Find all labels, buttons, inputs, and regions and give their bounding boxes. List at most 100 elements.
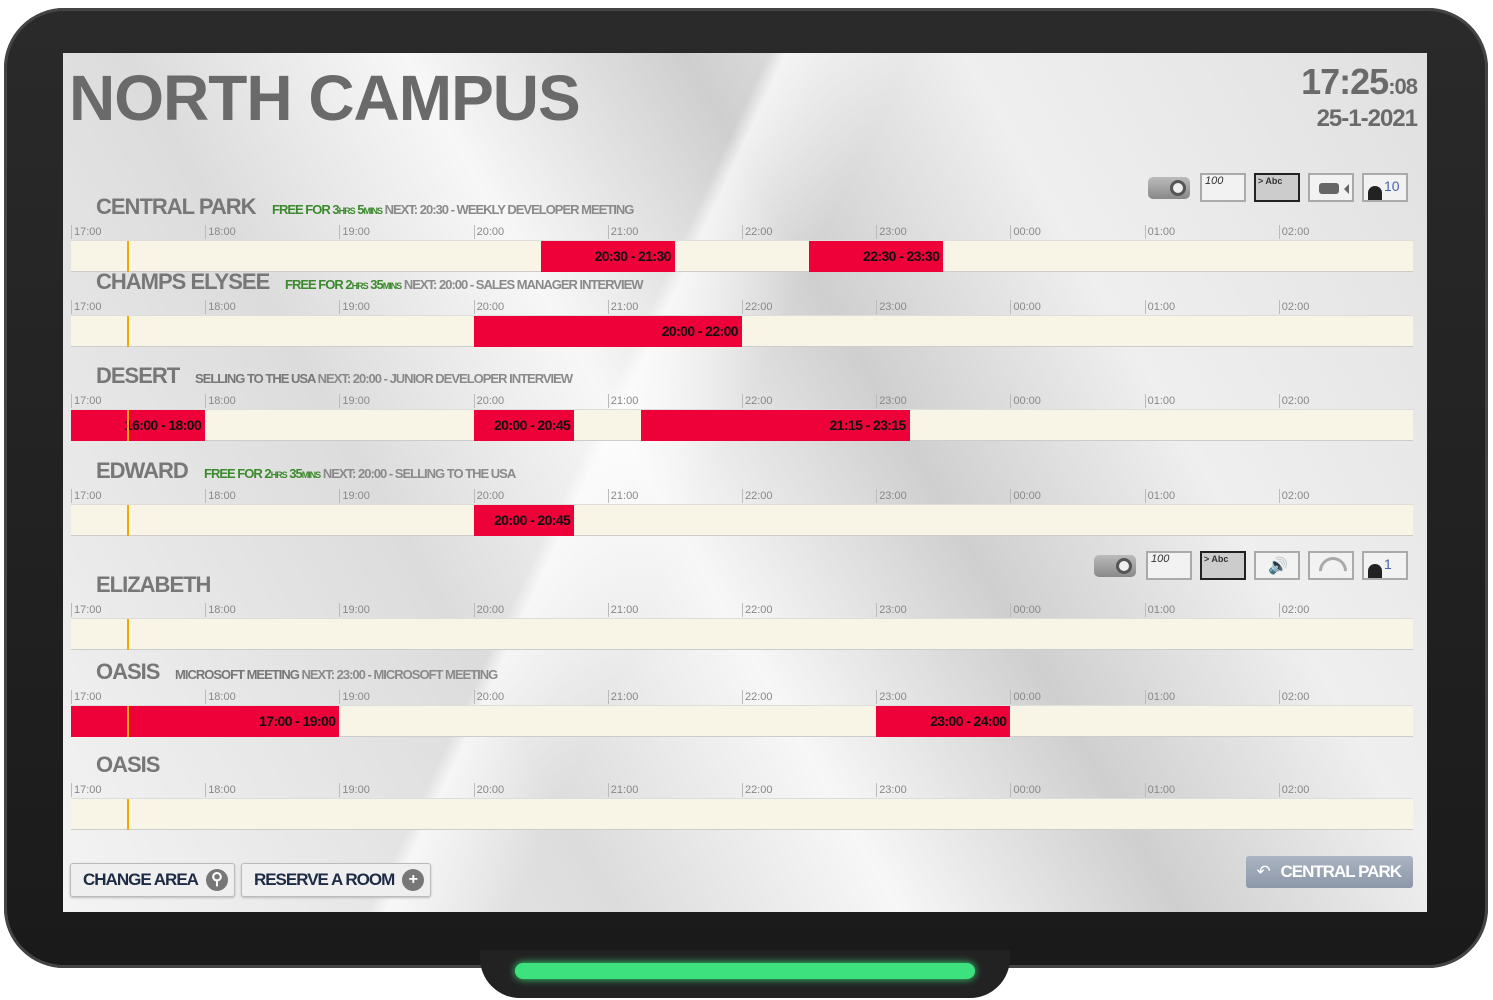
booking-block[interactable]: 22:30 - 23:30: [809, 241, 944, 272]
room-name: EDWARD: [96, 459, 189, 483]
display-text: > Abc: [1258, 176, 1283, 186]
free-duration: FREE FOR 2HRS 35MINS: [285, 277, 402, 292]
room-status: FREE FOR 2HRS 35MINS NEXT: 20:00 - SALES…: [285, 277, 644, 294]
reserve-room-label: RESERVE A ROOM: [253, 870, 395, 889]
hour-tick: 18:00: [205, 300, 236, 314]
free-prefix: FREE FOR: [272, 202, 333, 217]
timeline-track[interactable]: 17:00 - 19:00 23:00 - 24:00: [71, 705, 1413, 737]
current-time-marker: [126, 706, 129, 737]
change-area-button[interactable]: CHANGE AREA ⚲: [70, 863, 235, 897]
change-area-label: CHANGE AREA: [83, 870, 199, 889]
hour-tick: 01:00: [1144, 690, 1175, 704]
room-name-text: ELIZABETH: [96, 572, 211, 597]
hour-tick: 21:00: [607, 300, 638, 314]
back-to-room-button[interactable]: ↶ CENTRAL PARK: [1246, 856, 1413, 888]
hour-tick: 00:00: [1010, 489, 1041, 503]
hour-tick: 01:00: [1144, 225, 1175, 239]
search-icon: ⚲: [205, 869, 228, 891]
booking-block[interactable]: 16:00 - 18:00: [71, 410, 206, 441]
hour-tick: 22:00: [742, 489, 773, 503]
hour-tick: 23:00: [876, 394, 907, 408]
hour-tick: 17:00: [71, 394, 102, 408]
capacity-1-icon: 1: [1362, 551, 1408, 580]
free-minutes: 35: [289, 466, 303, 481]
current-time-marker: [126, 316, 129, 347]
free-hours: 2: [264, 466, 271, 481]
hour-tick: 22:00: [742, 394, 773, 408]
timeline-track[interactable]: [71, 798, 1413, 830]
whiteboard-100-icon: 100: [1200, 173, 1246, 202]
display-text: > Abc: [1204, 554, 1229, 564]
hour-tick: 22:00: [742, 783, 773, 797]
hour-tick: 19:00: [339, 394, 370, 408]
hour-tick: 19:00: [339, 300, 370, 314]
hour-tick: 22:00: [742, 225, 773, 239]
booking-block[interactable]: 21:15 - 23:15: [641, 410, 910, 441]
room-status: FREE FOR 2HRS 35MINS NEXT: 20:00 - SELLI…: [204, 466, 516, 483]
hour-tick: 01:00: [1144, 783, 1175, 797]
hour-tick: 19:00: [339, 690, 370, 704]
minutes-unit: MINS: [363, 206, 382, 216]
room-amenities: 100 > Abc 🔊 1: [1092, 551, 1408, 591]
action-buttons: CHANGE AREA ⚲ RESERVE A ROOM +: [70, 863, 432, 897]
room-name-text: DESERT: [96, 363, 180, 388]
status-text: MICROSOFT MEETING NEXT: 23:00 - MICROSOF…: [175, 667, 498, 682]
booking-time: 20:00 - 22:00: [661, 323, 739, 339]
reserve-room-button[interactable]: RESERVE A ROOM +: [240, 863, 432, 897]
next-meeting: NEXT: 20:00 - SALES MANAGER INTERVIEW: [403, 277, 644, 292]
hour-tick: 23:00: [876, 489, 907, 503]
hour-tick: 22:00: [742, 603, 773, 617]
free-minutes: 35: [370, 277, 384, 292]
booking-block[interactable]: 20:00 - 20:45: [473, 505, 575, 536]
display-abc-icon: > Abc: [1254, 173, 1300, 202]
speaker-icon: 🔊: [1254, 551, 1300, 580]
booking-block[interactable]: 20:00 - 22:00: [473, 316, 742, 347]
timeline-track[interactable]: 20:00 - 22:00: [71, 315, 1413, 347]
hour-tick: 02:00: [1278, 225, 1309, 239]
timeline-track[interactable]: 20:30 - 21:30 22:30 - 23:30: [71, 240, 1413, 272]
hour-tick: 17:00: [71, 225, 102, 239]
timeline-track[interactable]: 20:00 - 20:45: [71, 504, 1413, 536]
hour-tick: 23:00: [876, 783, 907, 797]
hour-tick: 02:00: [1278, 489, 1309, 503]
clock: 17:25:08 25-1-2021: [1301, 63, 1418, 132]
plus-icon: +: [402, 869, 425, 891]
hour-tick: 23:00: [876, 603, 907, 617]
room-name: DESERT: [96, 363, 180, 388]
current-meeting: MICROSOFT MEETING: [175, 667, 300, 682]
next-meeting: NEXT: 20:00 - JUNIOR DEVELOPER INTERVIEW: [317, 371, 573, 386]
booking-block[interactable]: 17:00 - 19:00: [71, 706, 340, 737]
hour-tick: 18:00: [205, 489, 236, 503]
room-name: ELIZABETH: [96, 572, 211, 597]
hour-tick: 23:00: [876, 225, 907, 239]
screen: NORTH CAMPUS 17:25:08 25-1-2021 CENTRAL …: [63, 53, 1427, 912]
booking-time: 20:00 - 20:45: [493, 417, 571, 433]
booking-block[interactable]: 23:00 - 24:00: [876, 706, 1011, 737]
room-amenities: 100 > Abc 10: [1146, 173, 1408, 202]
timeline-track[interactable]: 16:00 - 18:00 20:00 - 20:45 21:15 - 23:15: [71, 409, 1413, 441]
hour-tick: 21:00: [607, 690, 638, 704]
hours-unit: HRS: [270, 470, 288, 480]
hour-tick: 21:00: [607, 783, 638, 797]
hour-tick: 00:00: [1010, 603, 1041, 617]
hour-tick: 02:00: [1278, 300, 1309, 314]
hour-tick: 21:00: [607, 489, 638, 503]
page-title-text: NORTH CAMPUS: [69, 62, 581, 134]
hour-tick: 18:00: [205, 603, 236, 617]
current-time-marker: [126, 241, 129, 272]
hour-tick: 20:00: [473, 394, 504, 408]
status-text: SELLING TO THE USA NEXT: 20:00 - JUNIOR …: [195, 371, 573, 386]
booking-block[interactable]: 20:30 - 21:30: [540, 241, 675, 272]
wifi-icon: [1308, 551, 1354, 591]
timeline-track[interactable]: [71, 618, 1413, 650]
current-time-marker: [126, 505, 129, 536]
status-text: FREE FOR 2HRS 35MINS NEXT: 20:00 - SALES…: [285, 277, 644, 292]
clock-seconds: :08: [1388, 74, 1418, 99]
hour-tick: 20:00: [473, 603, 504, 617]
hour-tick: 02:00: [1278, 690, 1309, 704]
hour-tick: 17:00: [71, 783, 102, 797]
status-text: FREE FOR 3HRS 5MINS NEXT: 20:30 - WEEKLY…: [272, 202, 634, 217]
hour-tick: 18:00: [205, 783, 236, 797]
booking-time: 17:00 - 19:00: [259, 713, 336, 729]
booking-block[interactable]: 20:00 - 20:45: [473, 410, 575, 441]
